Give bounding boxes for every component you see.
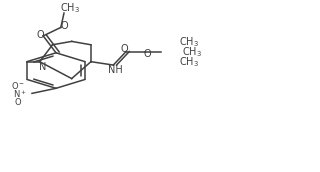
- Text: O: O: [60, 21, 68, 31]
- Text: N$^+$: N$^+$: [13, 88, 27, 100]
- Text: O: O: [14, 98, 21, 107]
- Text: CH$_3$: CH$_3$: [179, 56, 199, 69]
- Text: O: O: [36, 30, 44, 40]
- Text: CH$_3$: CH$_3$: [60, 1, 80, 15]
- Text: NH: NH: [108, 65, 122, 75]
- Text: O$^-$: O$^-$: [11, 80, 25, 91]
- Text: CH$_3$: CH$_3$: [182, 45, 202, 59]
- Text: O: O: [121, 44, 128, 54]
- Text: O: O: [143, 49, 151, 59]
- Text: N: N: [39, 62, 47, 72]
- Text: CH$_3$: CH$_3$: [179, 35, 199, 49]
